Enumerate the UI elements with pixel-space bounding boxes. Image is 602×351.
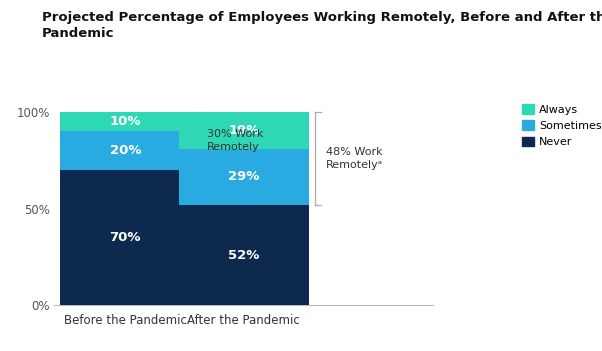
Text: 10%: 10% [110,115,141,128]
Text: 48% Work
Remotelyᵃ: 48% Work Remotelyᵃ [326,147,383,170]
Bar [179,112,309,148]
Text: 19%: 19% [228,124,259,137]
Bar [179,205,309,305]
Bar [179,148,309,205]
Text: 29%: 29% [228,170,259,183]
Text: 70%: 70% [110,231,141,244]
Bar [60,112,190,131]
Text: 30% Work
Remotely: 30% Work Remotely [207,129,264,152]
Bar [60,131,190,170]
Text: 52%: 52% [228,249,259,261]
Bar [60,170,190,305]
Text: 20%: 20% [110,144,141,157]
Text: Projected Percentage of Employees Working Remotely, Before and After the
Pandemi: Projected Percentage of Employees Workin… [42,11,602,40]
Legend: Always, Sometimes, Never: Always, Sometimes, Never [523,104,602,147]
